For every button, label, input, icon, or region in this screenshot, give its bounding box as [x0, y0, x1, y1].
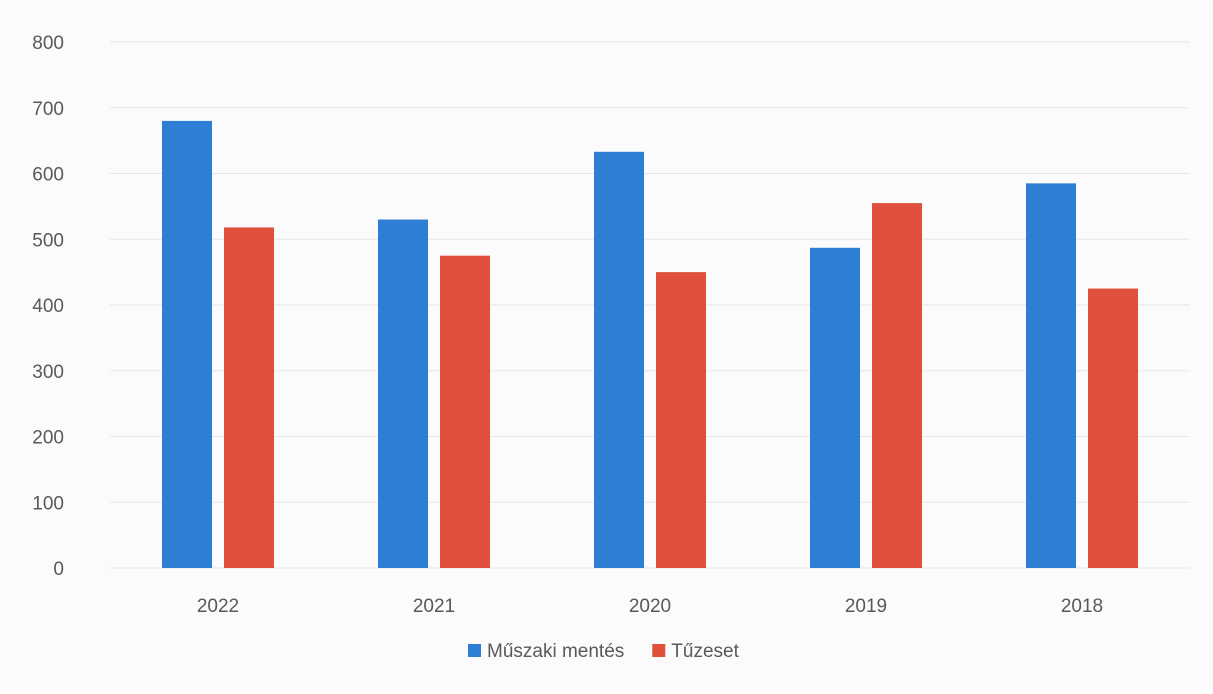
legend-swatch [468, 644, 481, 657]
gridlines [110, 41, 1190, 569]
y-tick-label: 0 [53, 559, 64, 580]
bar-muszaki-mentes-2019 [810, 247, 860, 569]
bar-tuzeset-2018 [1088, 288, 1138, 568]
bar-tuzeset-2019 [872, 203, 922, 568]
legend-label: Műszaki mentés [487, 641, 624, 662]
y-tick-label: 500 [32, 230, 64, 251]
y-axis-ticks: 0 100 200 300 400 500 600 700 800 [32, 33, 64, 580]
y-tick-label: 600 [32, 165, 64, 186]
x-category-label: 2019 [845, 596, 887, 617]
x-category-label: 2021 [413, 596, 455, 617]
y-tick-label: 400 [32, 296, 64, 317]
bar-muszaki-mentes-2018 [1026, 183, 1076, 569]
bar-tuzeset-2020 [656, 272, 706, 568]
bar-muszaki-mentes-2020 [594, 151, 644, 569]
legend-swatch [652, 644, 666, 657]
x-axis-categories: 2022 2021 2020 2019 2018 [197, 596, 1103, 617]
bar-muszaki-mentes-2021 [378, 219, 428, 568]
x-category-label: 2020 [629, 596, 671, 617]
y-tick-label: 700 [32, 99, 64, 120]
legend: Műszaki mentés Tűzeset [468, 641, 740, 662]
bars [162, 120, 1138, 569]
y-tick-label: 200 [32, 428, 64, 449]
x-category-label: 2018 [1061, 596, 1103, 617]
bar-tuzeset-2021 [440, 255, 490, 568]
legend-label: Tűzeset [671, 641, 739, 662]
bar-tuzeset-2022 [224, 227, 274, 569]
y-tick-label: 800 [32, 33, 64, 54]
x-category-label: 2022 [197, 596, 239, 617]
bar-muszaki-mentes-2022 [162, 120, 212, 569]
y-tick-label: 300 [32, 362, 64, 383]
y-tick-label: 100 [32, 493, 64, 514]
